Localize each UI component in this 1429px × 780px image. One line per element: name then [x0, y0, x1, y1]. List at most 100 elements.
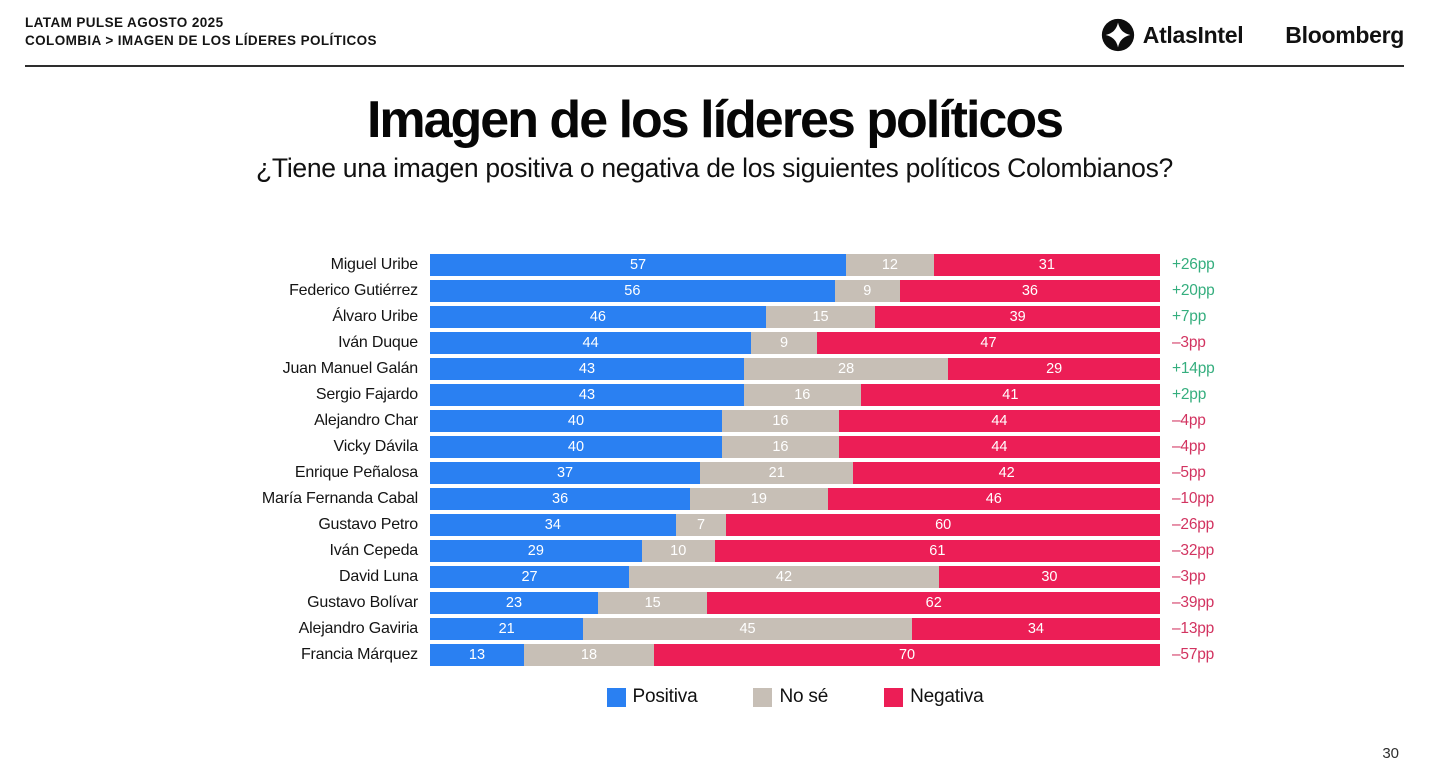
- net-image-delta: +14pp: [1172, 360, 1215, 377]
- chart-row: Gustavo Bolívar 23 15 62 –39pp: [0, 592, 1429, 614]
- chart-row: Iván Duque 44 9 47 –3pp: [0, 332, 1429, 354]
- bar-segment-no-se: 9: [834, 280, 900, 302]
- bar-segment-negativa: 31: [933, 254, 1160, 276]
- chart-row: María Fernanda Cabal 36 19 46 –10pp: [0, 488, 1429, 510]
- chart-row: Alejandro Gaviria 21 45 34 –13pp: [0, 618, 1429, 640]
- chart-rows: Miguel Uribe 57 12 31 +26pp Federico Gutiérre…: [0, 254, 1429, 666]
- bar-segment-negativa: 34: [911, 618, 1160, 640]
- net-image-delta: –3pp: [1172, 334, 1206, 351]
- header-brands: AtlasIntel Bloomberg: [1101, 14, 1404, 52]
- bar-track: 23 15 62: [430, 592, 1160, 614]
- bar-segment-negativa: 46: [827, 488, 1160, 510]
- bar-segment-no-se: 16: [743, 384, 861, 406]
- page-subtitle: ¿Tiene una imagen positiva o negativa de…: [256, 153, 1173, 183]
- bar-segment-positiva: 40: [430, 410, 722, 432]
- header: LATAM PULSE AGOSTO 2025 COLOMBIA > IMAGE…: [25, 14, 1404, 52]
- politician-name: Gustavo Bolívar: [307, 594, 418, 611]
- net-image-delta: –5pp: [1172, 464, 1206, 481]
- bar-segment-negativa: 41: [860, 384, 1160, 406]
- header-kicker: LATAM PULSE AGOSTO 2025 COLOMBIA > IMAGE…: [25, 14, 377, 50]
- bar-segment-positiva: 44: [430, 332, 752, 354]
- bar-segment-negativa: 44: [838, 436, 1160, 458]
- page-title: Imagen de los líderes políticos: [366, 91, 1064, 149]
- legend-label: Positiva: [632, 686, 698, 707]
- bar-track: 57 12 31: [430, 254, 1160, 276]
- politician-name: Francia Márquez: [300, 646, 418, 663]
- positiva-swatch-icon: [606, 687, 626, 707]
- bar-segment-positiva: 13: [430, 644, 524, 666]
- bar-track: 34 7 60: [430, 514, 1160, 536]
- net-image-delta: +7pp: [1172, 308, 1207, 325]
- bar-segment-no-se: 12: [846, 254, 934, 276]
- bar-segment-negativa: 70: [654, 644, 1160, 666]
- politician-name: Iván Duque: [338, 334, 418, 351]
- bar-segment-negativa: 39: [875, 306, 1160, 328]
- bar-segment-positiva: 23: [430, 592, 598, 614]
- stacked-bar-chart: Miguel Uribe 57 12 31 +26pp Federico Gutiérre…: [0, 254, 1429, 670]
- bar-track: 40 16 44: [430, 410, 1160, 432]
- bar-segment-positiva: 21: [430, 618, 584, 640]
- net-image-delta: +26pp: [1172, 256, 1215, 273]
- chart-row: Alejandro Char 40 16 44 –4pp: [0, 410, 1429, 432]
- bar-track: 43 16 41: [430, 384, 1160, 406]
- bar-segment-no-se: 21: [700, 462, 854, 484]
- page-number: 30: [1382, 745, 1399, 762]
- bar-track: 40 16 44: [430, 436, 1160, 458]
- politician-name: Enrique Peñalosa: [294, 464, 418, 481]
- net-image-delta: –4pp: [1172, 412, 1206, 429]
- legend-item-no-se: No sé: [753, 686, 828, 708]
- bar-segment-negativa: 60: [726, 514, 1160, 536]
- chart-row: Vicky Dávila 40 16 44 –4pp: [0, 436, 1429, 458]
- bar-segment-negativa: 30: [938, 566, 1161, 588]
- net-image-delta: +2pp: [1172, 386, 1207, 403]
- chart-row: Federico Gutiérrez 56 9 36 +20pp: [0, 280, 1429, 302]
- bar-segment-no-se: 28: [743, 358, 949, 380]
- bar-track: 43 28 29: [430, 358, 1161, 380]
- net-image-delta: –13pp: [1172, 620, 1215, 637]
- legend-item-negativa: Negativa: [884, 686, 984, 708]
- bloomberg-wordmark: Bloomberg: [1285, 21, 1404, 48]
- bar-track: 44 9 47: [430, 332, 1160, 354]
- bar-segment-negativa: 61: [714, 540, 1160, 562]
- politician-name: David Luna: [339, 568, 418, 585]
- bar-segment-negativa: 44: [838, 410, 1160, 432]
- net-image-delta: –10pp: [1172, 490, 1215, 507]
- bar-segment-positiva: 46: [430, 306, 766, 328]
- bar-segment-positiva: 56: [430, 280, 835, 302]
- bar-track: 29 10 61: [430, 540, 1160, 562]
- bar-track: 37 21 42: [430, 462, 1160, 484]
- bar-segment-no-se: 19: [690, 488, 828, 510]
- bar-segment-positiva: 57: [430, 254, 847, 276]
- politician-name: Vicky Dávila: [333, 438, 419, 455]
- atlasintel-logo-icon: [1101, 18, 1135, 52]
- bar-track: 36 19 46: [430, 488, 1160, 510]
- bar-segment-positiva: 37: [430, 462, 701, 484]
- net-image-delta: –57pp: [1172, 646, 1215, 663]
- politician-name: Alejandro Char: [314, 412, 418, 429]
- politician-name: Gustavo Petro: [318, 516, 418, 533]
- atlasintel-brand: AtlasIntel: [1101, 18, 1244, 52]
- bar-segment-no-se: 18: [523, 644, 655, 666]
- chart-row: Sergio Fajardo 43 16 41 +2pp: [0, 384, 1429, 406]
- net-image-delta: –3pp: [1172, 568, 1206, 585]
- chart-row: Enrique Peñalosa 37 21 42 –5pp: [0, 462, 1429, 484]
- bar-segment-no-se: 16: [722, 436, 839, 458]
- bar-segment-no-se: 16: [722, 410, 839, 432]
- bar-track: 56 9 36: [430, 280, 1160, 302]
- header-divider: [25, 65, 1404, 67]
- chart-row: David Luna 27 42 30 –3pp: [0, 566, 1429, 588]
- bar-segment-negativa: 36: [899, 280, 1160, 302]
- bar-track: 21 45 34: [430, 618, 1160, 640]
- chart-row: Francia Márquez 13 18 70 –57pp: [0, 644, 1429, 666]
- bar-segment-no-se: 15: [597, 592, 708, 614]
- chart-row: Álvaro Uribe 46 15 39 +7pp: [0, 306, 1429, 328]
- net-image-delta: +20pp: [1172, 282, 1215, 299]
- bar-segment-no-se: 45: [583, 618, 912, 640]
- bar-segment-positiva: 43: [430, 358, 744, 380]
- politician-name: Alejandro Gaviria: [298, 620, 419, 637]
- bar-segment-no-se: 9: [751, 332, 817, 354]
- legend-label: No sé: [779, 686, 829, 707]
- net-image-delta: –39pp: [1172, 594, 1215, 611]
- politician-name: Federico Gutiérrez: [289, 282, 418, 299]
